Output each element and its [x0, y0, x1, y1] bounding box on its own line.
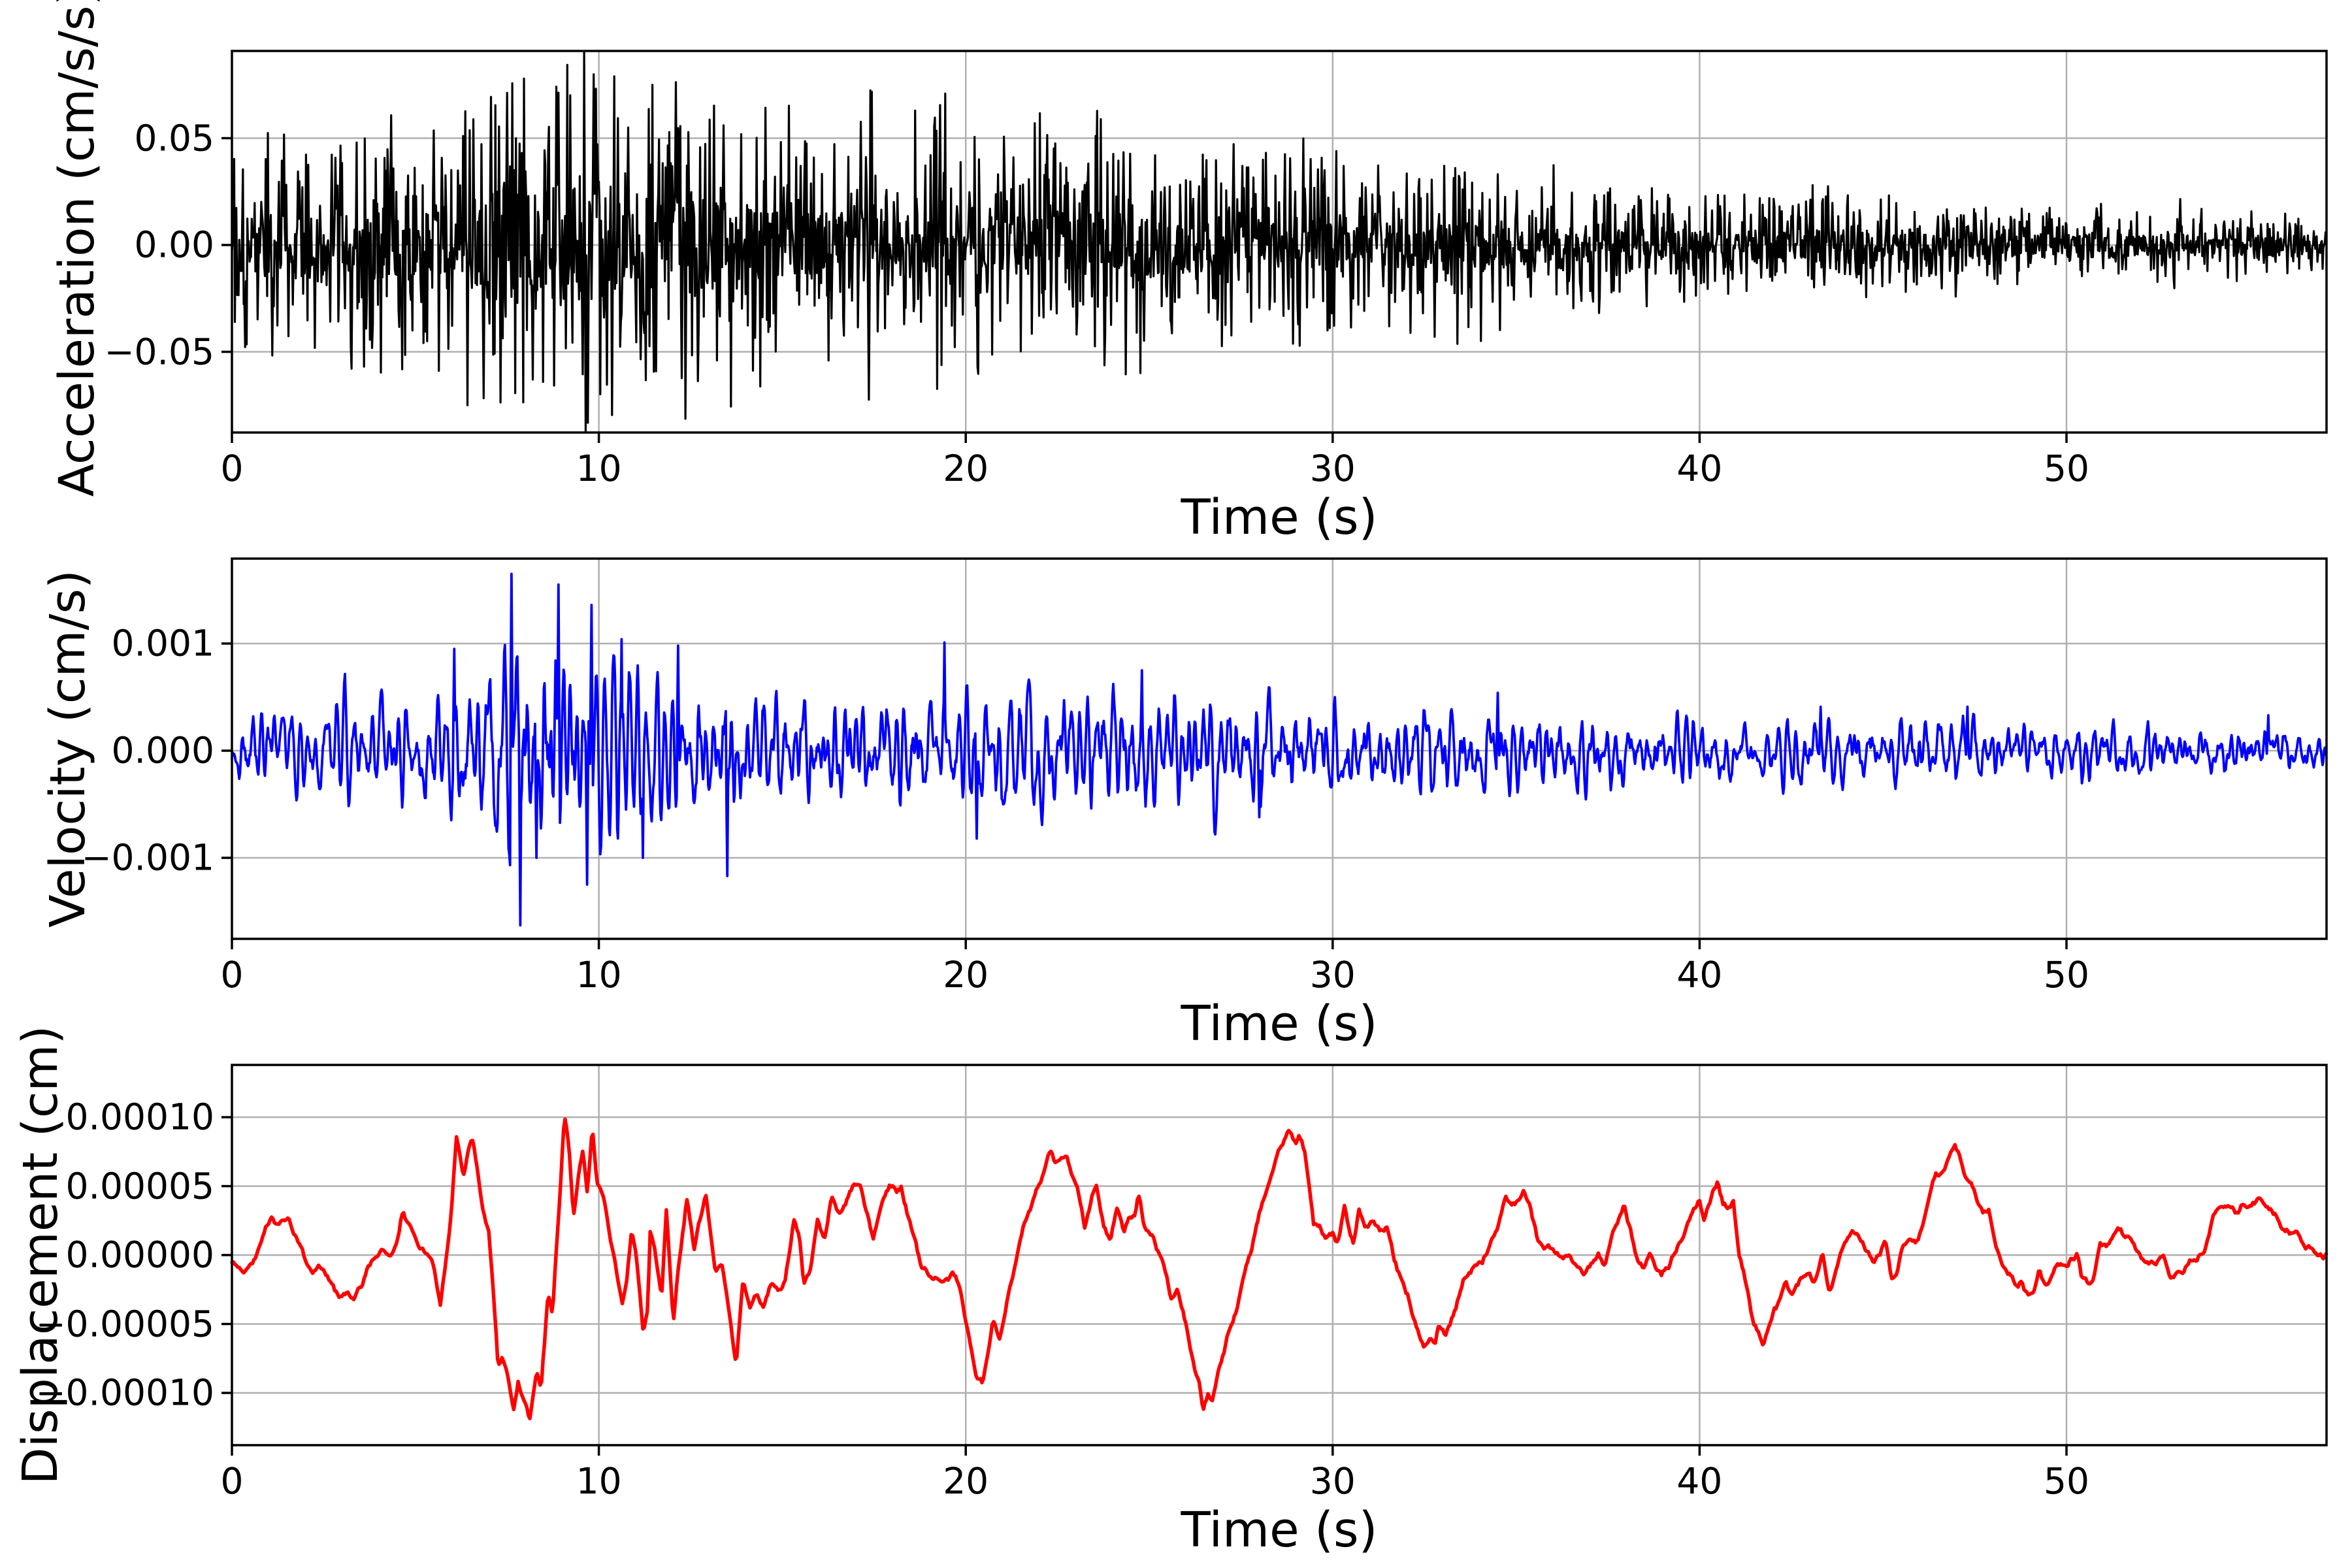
velocity-plot — [221, 557, 2328, 949]
displacement-plot — [221, 1064, 2328, 1456]
displacement-x-axis-label: Time (s) — [1181, 1502, 1378, 1558]
velocity-y-axis-label: Velocity (cm/s) — [40, 570, 96, 928]
displacement-waveform — [230, 1117, 2328, 1420]
acceleration-plot — [221, 50, 2328, 443]
acceleration-waveform — [231, 51, 2327, 433]
velocity-waveform — [231, 572, 2328, 927]
acceleration-y-axis-label: Acceleration (cm/s/s) — [49, 0, 105, 497]
velocity-x-axis-label: Time (s) — [1181, 996, 1378, 1052]
displacement-y-axis-label: Displacement (cm) — [12, 1025, 69, 1485]
acceleration-x-axis-label: Time (s) — [1181, 489, 1378, 546]
